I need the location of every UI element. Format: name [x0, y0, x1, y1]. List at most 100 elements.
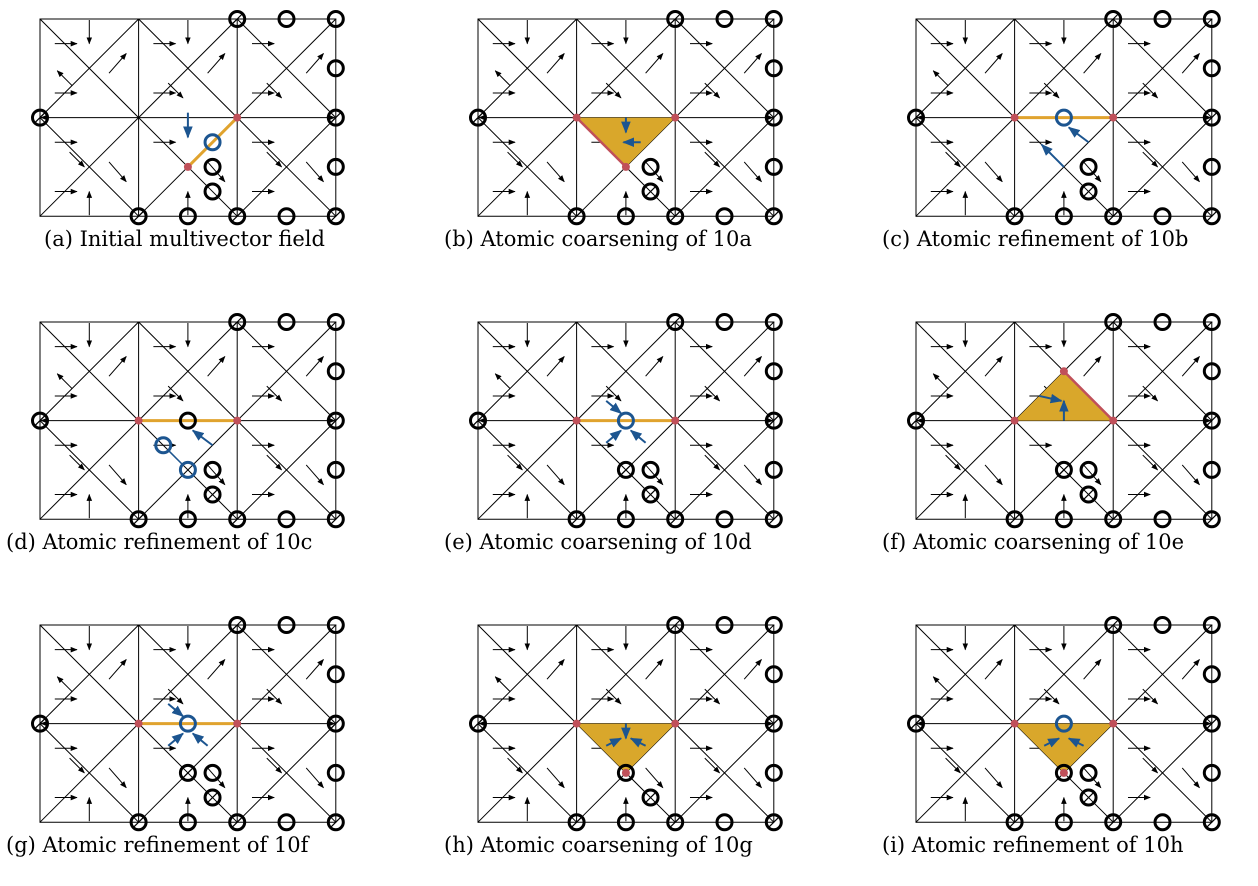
critical-vertex-dot — [671, 114, 679, 122]
vector-arrow — [985, 54, 1002, 74]
vector-arrow — [646, 357, 663, 377]
critical-vertex-dot — [1060, 367, 1068, 375]
panel-i-caption: (i) Atomic refinement of 10h — [882, 833, 1183, 857]
vector-arrow — [606, 83, 621, 98]
vector-arrow — [646, 660, 663, 680]
modified-arrow — [168, 733, 183, 745]
panel-a-diagram — [0, 0, 420, 230]
critical-vertex-dot — [1109, 417, 1117, 425]
panel-a-caption: (a) Initial multivector field — [44, 227, 325, 251]
vector-arrow — [306, 465, 323, 485]
vector-arrow — [1044, 83, 1059, 98]
vector-arrow — [933, 677, 948, 692]
vector-arrow — [267, 83, 282, 98]
critical-vertex-dot — [1011, 417, 1019, 425]
panel-f: (f) Atomic coarsening of 10e — [876, 303, 1258, 598]
panel-i-diagram — [876, 606, 1258, 836]
panel-g-caption: (g) Atomic refinement of 10f — [6, 833, 308, 857]
vector-arrow — [1143, 689, 1158, 704]
critical-vertex-dot — [135, 720, 143, 728]
modified-arrow — [1069, 127, 1089, 142]
vector-arrow — [933, 71, 948, 86]
panel-d-caption: (d) Atomic refinement of 10c — [6, 530, 312, 554]
vector-arrow — [109, 465, 126, 485]
modified-arrow — [606, 430, 621, 442]
critical-vertex-dot — [1109, 114, 1117, 122]
panel-e-diagram — [438, 303, 858, 533]
panel-g-diagram — [0, 606, 420, 836]
modified-arrow — [631, 430, 646, 442]
vector-arrow — [306, 357, 323, 377]
vector-arrow — [705, 689, 720, 704]
critical-vertex-dot — [671, 720, 679, 728]
vector-arrow — [168, 386, 183, 401]
panel-c-caption: (c) Atomic refinement of 10b — [882, 227, 1188, 251]
panel-e: (e) Atomic coarsening of 10d — [438, 303, 858, 598]
panel-b-caption: (b) Atomic coarsening of 10a — [444, 227, 752, 251]
critical-vertex-dot — [135, 417, 143, 425]
critical-vertex-dot — [233, 114, 241, 122]
modified-arrow — [1042, 145, 1064, 167]
panel-b: (b) Atomic coarsening of 10a — [438, 0, 858, 295]
critical-vertex-dot — [573, 720, 581, 728]
modified-link — [168, 450, 183, 465]
vector-arrow — [267, 386, 282, 401]
vector-arrow — [985, 162, 1002, 182]
critical-vertex-dot — [1109, 720, 1117, 728]
vector-arrow — [306, 162, 323, 182]
vector-arrow — [1143, 386, 1158, 401]
vector-arrow — [933, 374, 948, 389]
critical-vertex-dot — [233, 720, 241, 728]
vector-arrow — [646, 54, 663, 74]
vector-arrow — [744, 357, 761, 377]
vector-arrow — [744, 660, 761, 680]
modified-arrow — [193, 733, 208, 745]
critical-vertex-dot — [233, 417, 241, 425]
critical-vertex-dot — [622, 163, 630, 171]
vector-arrow — [646, 768, 663, 788]
panel-c: (c) Atomic refinement of 10b — [876, 0, 1258, 295]
vector-arrow — [1182, 357, 1199, 377]
critical-vertex-dot — [1060, 769, 1068, 777]
modified-arrow — [168, 704, 183, 716]
vector-arrow — [1182, 54, 1199, 74]
vector-arrow — [744, 54, 761, 74]
vector-arrow — [547, 162, 564, 182]
panel-f-diagram — [876, 303, 1258, 533]
vector-arrow — [306, 54, 323, 74]
vector-arrow — [168, 689, 183, 704]
vector-arrow — [495, 374, 510, 389]
panel-i: (i) Atomic refinement of 10h — [876, 606, 1258, 886]
vector-arrow — [985, 768, 1002, 788]
vector-arrow — [1084, 660, 1101, 680]
panel-g: (g) Atomic refinement of 10f — [0, 606, 420, 886]
vector-arrow — [1182, 660, 1199, 680]
vector-arrow — [57, 374, 72, 389]
panel-d: (d) Atomic refinement of 10c — [0, 303, 420, 598]
vector-arrow — [705, 386, 720, 401]
critical-vertex-dot — [622, 769, 630, 777]
vector-arrow — [109, 357, 126, 377]
vector-arrow — [57, 677, 72, 692]
critical-vertex-dot — [573, 417, 581, 425]
vector-arrow — [1084, 357, 1101, 377]
panel-f-caption: (f) Atomic coarsening of 10e — [882, 530, 1184, 554]
vector-arrow — [744, 465, 761, 485]
panel-d-diagram — [0, 303, 420, 533]
vector-arrow — [1143, 83, 1158, 98]
vector-arrow — [705, 83, 720, 98]
vector-arrow — [547, 357, 564, 377]
vector-arrow — [547, 768, 564, 788]
vector-arrow — [109, 768, 126, 788]
vector-arrow — [1084, 54, 1101, 74]
vector-arrow — [168, 83, 183, 98]
vector-arrow — [109, 54, 126, 74]
vector-arrow — [1182, 768, 1199, 788]
panel-a: (a) Initial multivector field — [0, 0, 420, 295]
modified-arrow — [193, 430, 213, 445]
critical-vertex-dot — [184, 163, 192, 171]
vector-arrow — [208, 660, 225, 680]
panel-b-diagram — [438, 0, 858, 230]
critical-vertex-dot — [1011, 720, 1019, 728]
vector-arrow — [547, 465, 564, 485]
